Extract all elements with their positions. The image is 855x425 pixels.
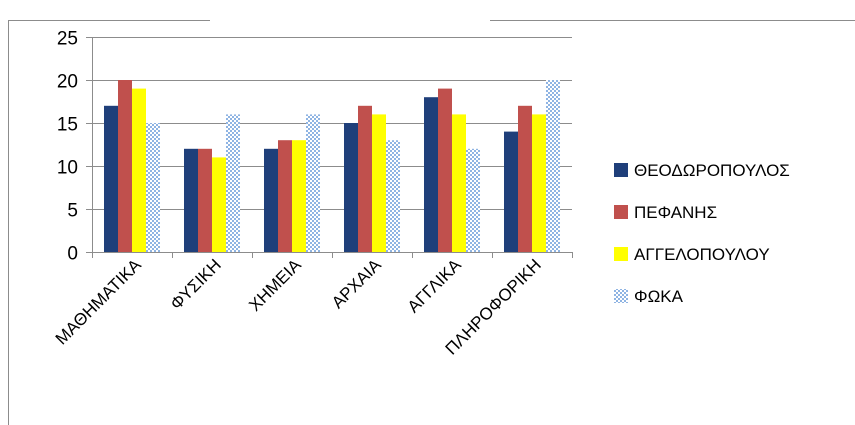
bar bbox=[132, 88, 146, 252]
bar bbox=[344, 123, 358, 252]
y-tick-label: 5 bbox=[67, 201, 78, 222]
legend-swatch bbox=[614, 289, 628, 303]
y-tick-label: 0 bbox=[67, 244, 78, 265]
legend-label: ΑΓΓΕΛΟΠΟΥΛΟΥ bbox=[634, 245, 770, 264]
legend-swatch bbox=[614, 205, 628, 219]
x-tick-label: ΦΥΣΙΚΗ bbox=[167, 255, 225, 313]
legend-swatch bbox=[614, 163, 628, 177]
bars bbox=[104, 80, 560, 253]
legend-label: ΦΩΚΑ bbox=[634, 287, 684, 306]
y-tick-label: 25 bbox=[57, 29, 78, 50]
bar bbox=[226, 114, 240, 253]
x-tick-label: ΧΗΜΕΙΑ bbox=[245, 255, 305, 315]
bar bbox=[518, 105, 532, 252]
bar bbox=[184, 148, 198, 252]
bar bbox=[358, 105, 372, 252]
bar bbox=[452, 114, 466, 253]
bar bbox=[546, 80, 560, 252]
x-tick-label: ΑΓΓΛΙΚΑ bbox=[404, 255, 465, 316]
bar bbox=[438, 88, 452, 252]
bar bbox=[466, 148, 480, 252]
legend-label: ΠΕΦΑΝΗΣ bbox=[634, 203, 717, 222]
legend-swatch bbox=[614, 247, 628, 261]
bar bbox=[292, 140, 306, 252]
bar bbox=[198, 148, 212, 252]
bar bbox=[532, 114, 546, 253]
bar bbox=[306, 114, 320, 253]
bar bbox=[386, 140, 400, 252]
x-tick-label: ΑΡΧΑΙΑ bbox=[328, 255, 385, 312]
bar bbox=[278, 140, 292, 252]
bar bbox=[212, 157, 226, 252]
bar bbox=[504, 131, 518, 252]
bar bbox=[264, 148, 278, 252]
bar bbox=[424, 97, 438, 252]
bar bbox=[146, 123, 160, 252]
y-tick-label: 15 bbox=[57, 115, 78, 136]
bar bbox=[372, 114, 386, 253]
x-tick-label: ΜΑΘΗΜΑΤΙΚΑ bbox=[52, 255, 146, 349]
legend-label: ΘΕΟΔΩΡΟΠΟΥΛΟΣ bbox=[634, 161, 790, 180]
y-tick-label: 10 bbox=[57, 158, 78, 179]
legend: ΘΕΟΔΩΡΟΠΟΥΛΟΣ ΠΕΦΑΝΗΣ ΑΓΓΕΛΟΠΟΥΛΟΥ ΦΩΚΑ bbox=[614, 161, 790, 306]
y-tick-label: 20 bbox=[57, 72, 78, 93]
bar bbox=[118, 80, 132, 252]
grid bbox=[92, 37, 572, 210]
bar bbox=[104, 105, 118, 252]
